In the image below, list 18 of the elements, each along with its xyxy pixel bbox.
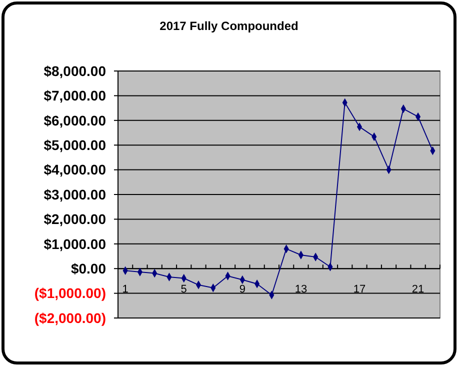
x-tick-label: 13 [294,284,308,296]
x-tick-label: 1 [122,284,128,296]
y-tick-label: ($2,000.00) [34,310,106,326]
y-tick-label: $2,000.00 [44,211,106,228]
x-tick-label: 17 [353,284,366,296]
chart-title: 2017 Fully Compounded [160,19,298,33]
y-tick-label: $1,000.00 [44,236,106,252]
y-tick-label: $0.00 [70,260,106,276]
y-tick-label: $3,000.00 [44,186,106,202]
y-tick-label: ($1,000.00) [34,285,106,302]
x-tick-label: 5 [180,284,187,296]
y-tick-label: $5,000.00 [44,137,106,153]
y-tick-label: $6,000.00 [44,112,106,128]
y-tick-label: $4,000.00 [44,162,106,178]
x-tick-label: 21 [412,284,424,296]
y-tick-label: $7,000.00 [44,88,106,104]
x-tick-label: 9 [239,284,246,296]
y-tick-label: $8,000.00 [44,62,106,79]
